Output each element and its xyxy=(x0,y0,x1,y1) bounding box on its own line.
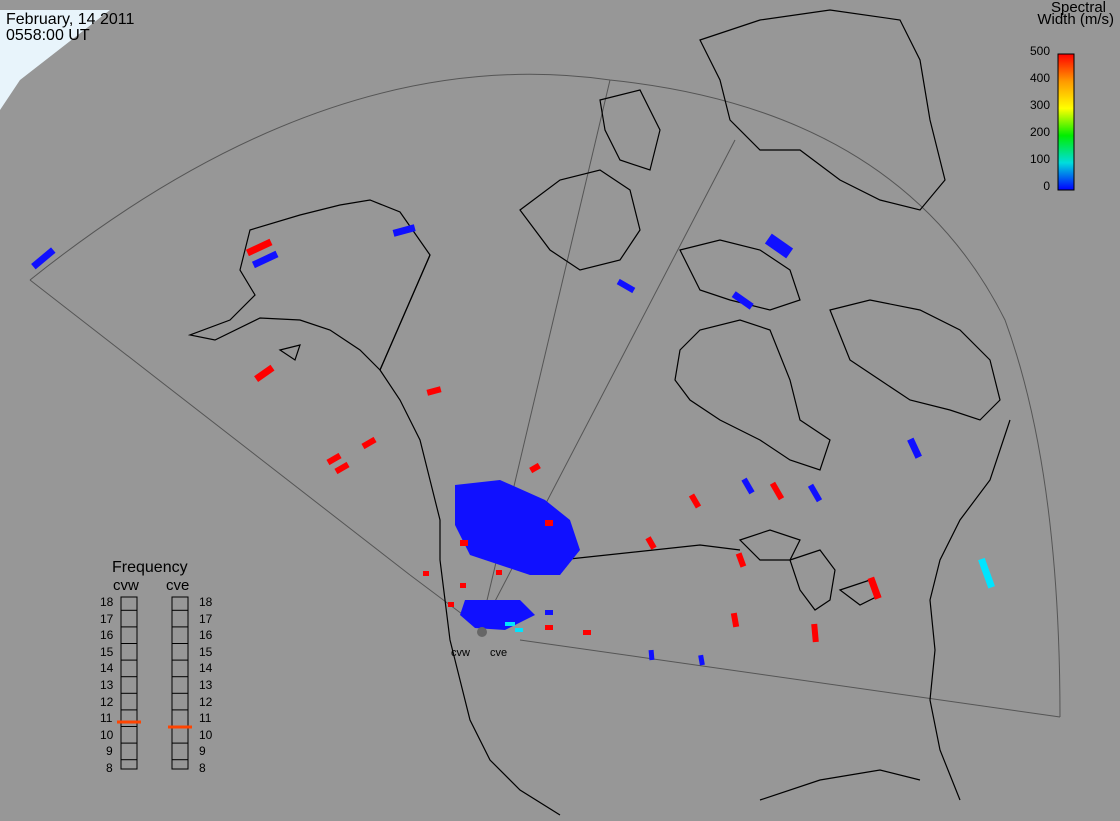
colorbar-tick-0: 0 xyxy=(1043,179,1050,193)
frequency-right-tick-18: 18 xyxy=(199,595,213,609)
echo-scatter xyxy=(31,224,995,666)
colorbar-tick-200: 200 xyxy=(1029,125,1050,139)
frequency-right-tick-13: 13 xyxy=(199,678,213,692)
frequency-right-tick-11: 11 xyxy=(199,711,212,726)
daylight-region xyxy=(0,10,110,110)
frequency-gauges xyxy=(120,596,189,770)
frequency-right-tick-15: 15 xyxy=(199,644,213,659)
frequency-right-tick-10: 10 xyxy=(199,727,213,742)
colorbar-title-2: Width (m/s) xyxy=(1037,11,1114,28)
coastlines xyxy=(187,9,1011,816)
radar-label-west: cvw xyxy=(451,647,470,659)
colorbar-tick-100: 100 xyxy=(1029,152,1050,166)
echo-cluster-main xyxy=(455,480,580,630)
frequency-left-tick-10: 10 xyxy=(100,727,114,742)
frequency-left-tick-13: 13 xyxy=(100,678,114,692)
frequency-left-tick-12: 12 xyxy=(100,694,114,709)
colorbar-tick-400: 400 xyxy=(1029,71,1050,85)
frequency-title: Frequency xyxy=(112,559,188,576)
time-label: 0558:00 UT xyxy=(6,27,90,44)
frequency-right-tick-14: 14 xyxy=(199,661,213,676)
frequency-left-tick-17: 17 xyxy=(100,611,114,626)
colorbar-title-1: Spectral xyxy=(1050,0,1106,16)
frequency-left-tick-15: 15 xyxy=(100,644,114,659)
frequency-left-tick-9: 9 xyxy=(106,744,113,759)
cve-frequency-marker xyxy=(168,725,192,729)
radar-label-east: cve xyxy=(490,647,508,659)
frequency-right-tick-8: 8 xyxy=(199,761,206,775)
colorbar-tick-300: 300 xyxy=(1029,98,1050,112)
frequency-left-tick-18: 18 xyxy=(100,595,114,609)
frequency-right-tick-16: 16 xyxy=(199,628,213,643)
frequency-right-label: cve xyxy=(166,577,190,594)
frequency-left-tick-8: 8 xyxy=(106,761,113,775)
frequency-left-label: cvw xyxy=(113,577,139,594)
date-label: February, 14 2011 xyxy=(6,11,135,28)
frequency-left-tick-11: 11 xyxy=(100,711,113,726)
radar-site-marker xyxy=(477,627,487,637)
frequency-left-tick-14: 14 xyxy=(100,661,114,676)
frequency-right-tick-12: 12 xyxy=(199,694,213,709)
frequency-right-tick-9: 9 xyxy=(199,744,206,759)
colorbar xyxy=(1057,53,1075,191)
colorbar-tick-500: 500 xyxy=(1029,44,1050,58)
frequency-right-tick-17: 17 xyxy=(199,611,213,626)
cvw-frequency-marker xyxy=(117,720,141,724)
frequency-left-tick-16: 16 xyxy=(100,628,114,643)
